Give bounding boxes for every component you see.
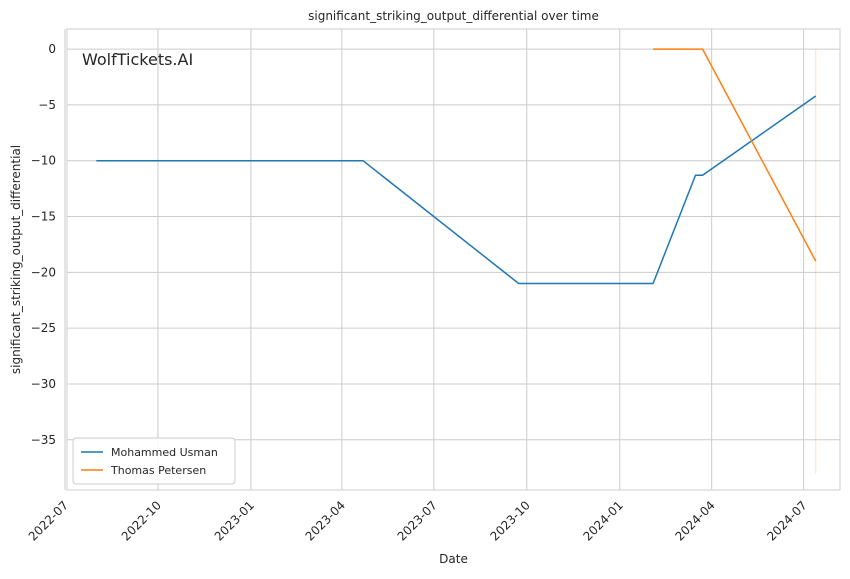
series-layer [96, 48, 817, 285]
y-tick-label: −20 [31, 265, 56, 279]
legend-label: Mohammed Usman [111, 446, 218, 459]
y-tick-label: −30 [31, 377, 56, 391]
y-tick-label: −35 [31, 433, 56, 447]
chart-title: significant_striking_output_differential… [308, 9, 599, 23]
legend-label: Thomas Petersen [110, 464, 206, 477]
y-tick-label: 0 [48, 42, 56, 56]
series-line-mohammed-usman [96, 95, 817, 285]
y-tick-label: −15 [31, 210, 56, 224]
y-axis-label: significant_striking_output_differential [9, 145, 23, 374]
x-axis-label: Date [439, 552, 468, 566]
y-tick-labels: 0 −5 −10 −15 −20 −25 −30 −35 [31, 42, 56, 447]
series-line-thomas-petersen [653, 48, 817, 262]
legend-box [72, 437, 236, 485]
plot-frame [66, 28, 841, 491]
watermark: WolfTickets.AI [82, 50, 193, 69]
y-tick-label: −10 [31, 154, 56, 168]
legend: Mohammed Usman Thomas Petersen [72, 437, 236, 485]
y-tick-label: −25 [31, 321, 56, 335]
y-tick-label: −5 [38, 98, 56, 112]
